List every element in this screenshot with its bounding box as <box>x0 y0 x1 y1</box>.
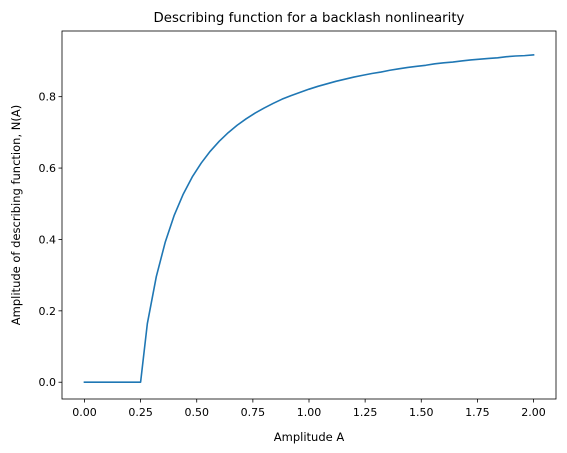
y-axis-label: Amplitude of describing function, N(A) <box>9 105 23 325</box>
y-tick-label: 0.6 <box>39 162 57 175</box>
x-tick-label: 0.75 <box>241 406 266 419</box>
plot-area <box>62 31 556 399</box>
chart-title: Describing function for a backlash nonli… <box>154 11 465 26</box>
x-tick-label: 0.50 <box>184 406 209 419</box>
x-tick-label: 0.00 <box>72 406 97 419</box>
x-axis-label: Amplitude A <box>274 430 345 444</box>
x-tick-label: 1.75 <box>465 406 490 419</box>
y-tick-label: 0.0 <box>39 376 57 389</box>
y-tick-label: 0.8 <box>39 91 57 104</box>
x-tick-label: 1.50 <box>409 406 434 419</box>
y-tick-label: 0.2 <box>39 305 57 318</box>
x-tick-label: 2.00 <box>521 406 546 419</box>
x-axis-ticks: 0.00 0.25 0.50 0.75 1.00 1.25 1.50 1.75 2.00 <box>72 399 546 419</box>
y-tick-label: 0.4 <box>39 233 57 246</box>
x-tick-label: 0.25 <box>128 406 153 419</box>
y-axis-ticks: 0.0 0.2 0.4 0.6 0.8 <box>39 91 63 390</box>
x-tick-label: 1.00 <box>297 406 322 419</box>
x-tick-label: 1.25 <box>353 406 378 419</box>
